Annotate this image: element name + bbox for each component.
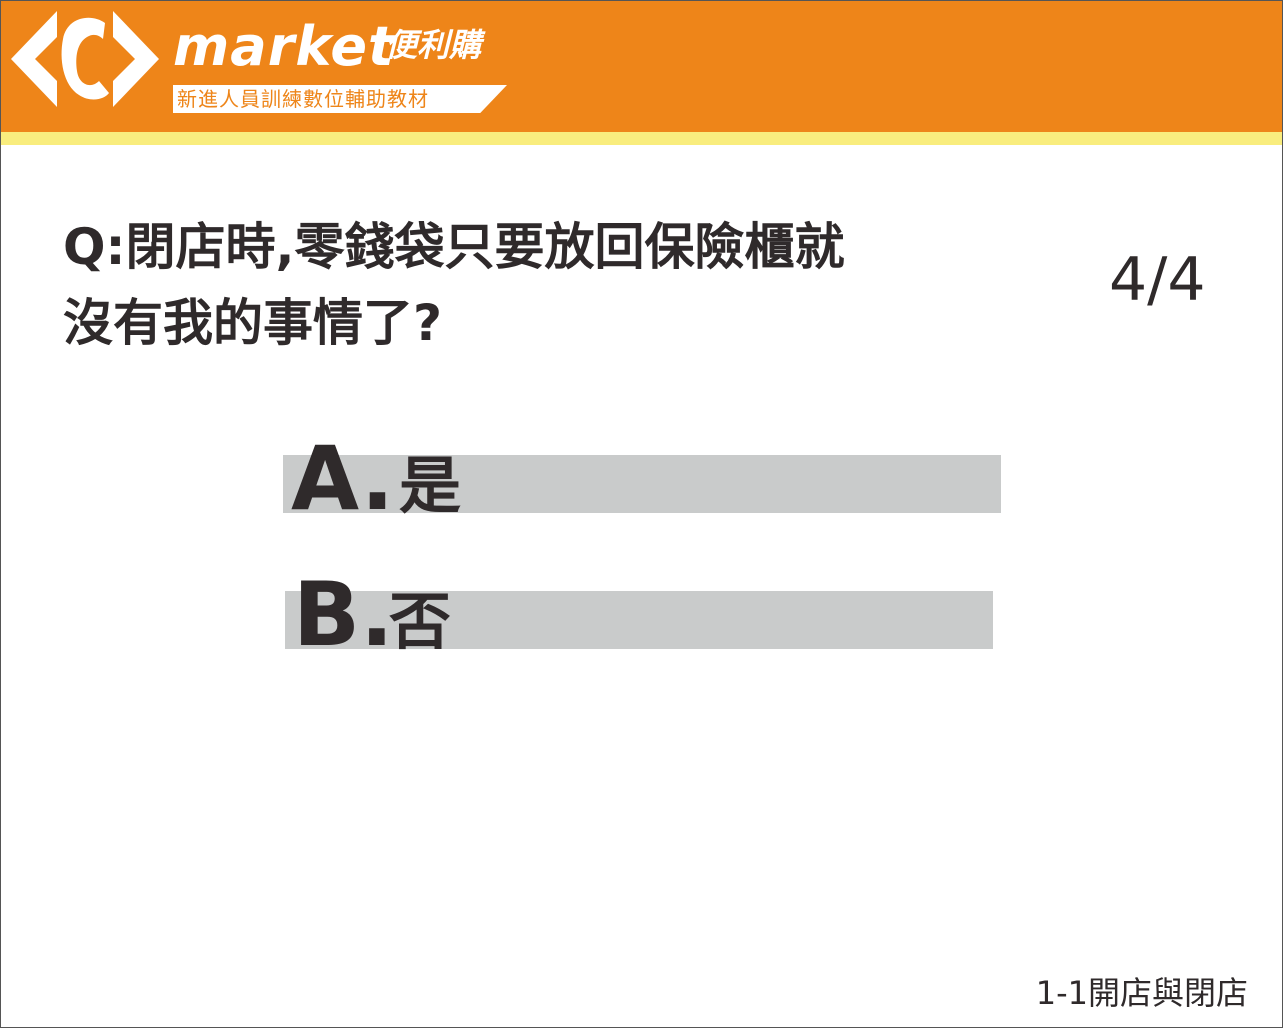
option-a-text: 是 — [399, 451, 461, 521]
option-b-button[interactable]: B. 否 — [285, 565, 997, 665]
option-b-letter: B. — [293, 565, 394, 665]
carrefour-logo-icon — [9, 9, 161, 109]
section-label: 1-1開店與閉店 — [1036, 971, 1248, 1015]
brand-tagline: 便利購 — [385, 25, 481, 65]
option-b-text: 否 — [389, 587, 451, 657]
question-text: Q:閉店時,零錢袋只要放回保險櫃就 沒有我的事情了? — [63, 209, 993, 361]
brand-name: market — [173, 15, 395, 79]
option-a-button[interactable]: A. 是 — [283, 429, 1003, 529]
question-line-2: 沒有我的事情了? — [63, 285, 993, 361]
training-subtitle: 新進人員訓練數位輔助教材 — [177, 86, 429, 112]
question-line-1: Q:閉店時,零錢袋只要放回保險櫃就 — [63, 209, 993, 285]
question-progress: 4/4 — [1109, 245, 1206, 315]
option-a-letter: A. — [291, 429, 394, 529]
header-bar: market 便利購 新進人員訓練數位輔助教材 — [1, 1, 1282, 132]
header-stripe — [1, 132, 1282, 145]
